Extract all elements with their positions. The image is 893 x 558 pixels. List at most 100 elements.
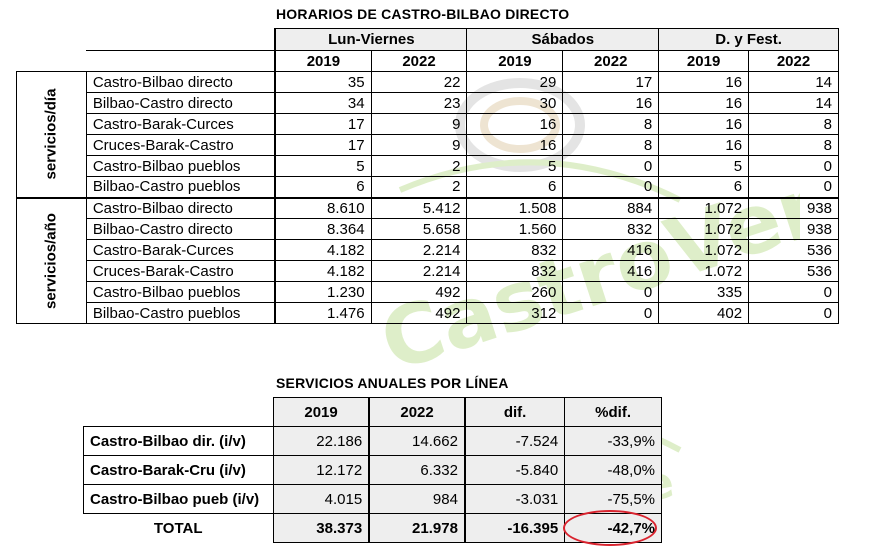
cell-value: 832 xyxy=(562,218,660,240)
cell-value: 492 xyxy=(370,302,468,324)
total-value: -16.395 xyxy=(464,513,566,543)
cell-value: 8 xyxy=(748,134,839,156)
route-name: Castro-Bilbao directo xyxy=(85,196,276,219)
cell-value: -48,0% xyxy=(564,455,662,485)
cell-value: 14 xyxy=(748,71,839,93)
route-name: Castro-Bilbao pueblos xyxy=(85,155,276,177)
cell-value: 9 xyxy=(370,113,468,135)
group-header: Lun-Viernes xyxy=(274,28,468,51)
section-label: servicios/año xyxy=(16,196,87,324)
table-row: Bilbao-Castro pueblos 1.476 492 312 0 402 0 xyxy=(17,302,839,324)
group-header: Sábados xyxy=(466,28,660,51)
cell-value: 312 xyxy=(466,302,564,324)
cell-value: 536 xyxy=(748,260,839,282)
cell-value: 2 xyxy=(370,155,468,177)
cell-value: 402 xyxy=(658,302,750,324)
schedule-table: Lun-Viernes Sábados D. y Fest. 2019 2022… xyxy=(16,28,839,324)
table-row: Cruces-Barak-Castro 17 9 16 8 16 8 xyxy=(17,134,839,156)
table-row: Castro-Barak-Curces 4.182 2.214 832 416 1.072… xyxy=(17,239,839,261)
route-name: Bilbao-Castro pueblos xyxy=(85,176,276,198)
cell-value: 9 xyxy=(370,134,468,156)
total-label: TOTAL xyxy=(153,519,203,537)
cell-value: 8 xyxy=(562,134,660,156)
annual-header-row: 2019 2022 dif. %dif. xyxy=(83,397,662,427)
cell-value: 29 xyxy=(466,71,564,93)
cell-value: 12.172 xyxy=(272,455,370,485)
cell-value: 30 xyxy=(466,92,564,114)
route-name: Bilbao-Castro directo xyxy=(85,92,276,114)
cell-value: -7.524 xyxy=(464,426,566,456)
cell-value: 4.015 xyxy=(272,484,370,514)
section-label: servicios/día xyxy=(16,71,87,198)
cell-value: 1.072 xyxy=(658,218,750,240)
cell-value: 832 xyxy=(466,260,564,282)
annual-services-title: SERVICIOS ANUALES POR LÍNEA xyxy=(276,375,509,391)
cell-value: 5 xyxy=(658,155,750,177)
line-name: Castro-Barak-Cru (i/v) xyxy=(83,455,274,485)
table-row: Bilbao-Castro pueblos 6 2 6 0 6 0 xyxy=(17,176,839,198)
cell-value: 335 xyxy=(658,281,750,303)
cell-value: 35 xyxy=(274,71,372,93)
cell-value: 6.332 xyxy=(368,455,466,485)
cell-value: -33,9% xyxy=(564,426,662,456)
year-header: 2022 xyxy=(562,50,660,72)
cell-value: 416 xyxy=(562,260,660,282)
route-name: Bilbao-Castro pueblos xyxy=(85,302,276,324)
cell-value: 1.072 xyxy=(658,239,750,261)
group-header-row: Lun-Viernes Sábados D. y Fest. xyxy=(17,28,839,51)
cell-value: 1.230 xyxy=(274,281,372,303)
cell-value: 14 xyxy=(748,92,839,114)
cell-value: 6 xyxy=(274,176,372,198)
cell-value: 17 xyxy=(274,113,372,135)
cell-value: 16 xyxy=(658,113,750,135)
section-label-text: servicios/día xyxy=(42,88,60,180)
table-row: Castro-Bilbao pueblos 5 2 5 0 5 0 xyxy=(17,155,839,177)
cell-value: 16 xyxy=(658,71,750,93)
cell-value: 1.072 xyxy=(658,196,750,219)
cell-value: 16 xyxy=(466,113,564,135)
route-name: Castro-Barak-Curces xyxy=(85,113,276,135)
cell-value: 22 xyxy=(370,71,468,93)
year-header-row: 2019 2022 2019 2022 2019 2022 xyxy=(17,50,839,72)
table-row: Castro-Barak-Curces 17 9 16 8 16 8 xyxy=(17,113,839,135)
route-name: Castro-Bilbao pueblos xyxy=(85,281,276,303)
cell-value: 832 xyxy=(466,239,564,261)
route-name: Bilbao-Castro directo xyxy=(85,218,276,240)
annual-header: dif. xyxy=(464,397,566,427)
route-name: Cruces-Barak-Castro xyxy=(85,260,276,282)
cell-value: 492 xyxy=(370,281,468,303)
cell-value: 938 xyxy=(748,218,839,240)
cell-value: 416 xyxy=(562,239,660,261)
table-row: Castro-Bilbao pueb (i/v) 4.015 984 -3.031 -7… xyxy=(83,484,662,514)
total-row: TOTAL 38.373 21.978 -16.395 -42,7% xyxy=(84,513,662,543)
table-row: Castro-Bilbao pueblos 1.230 492 260 0 335 0 xyxy=(17,281,839,303)
year-header: 2022 xyxy=(748,50,839,72)
cell-value: 8.364 xyxy=(274,218,372,240)
table-row: Castro-Barak-Cru (i/v) 12.172 6.332 -5.840-… xyxy=(83,455,662,485)
year-header: 2019 xyxy=(274,50,372,72)
line-name: Castro-Bilbao pueb (i/v) xyxy=(83,484,274,514)
cell-value: 1.508 xyxy=(466,196,564,219)
year-header: 2022 xyxy=(370,50,468,72)
cell-value: 0 xyxy=(748,302,839,324)
table-row: servicios/día Castro-Bilbao directo 35 22 29… xyxy=(16,71,839,198)
cell-value: 2.214 xyxy=(370,260,468,282)
cell-value: 22.186 xyxy=(272,426,370,456)
total-value: -42,7% xyxy=(564,513,662,543)
annual-header: 2019 xyxy=(272,397,370,427)
table-row: servicios/año Castro-Bilbao directo 8.610 5… xyxy=(16,196,839,324)
cell-value: 2 xyxy=(370,176,468,198)
group-header: D. y Fest. xyxy=(658,28,839,51)
table-row: Bilbao-Castro directo 8.364 5.658 1.560 832 1… xyxy=(17,218,839,240)
cell-value: 5 xyxy=(466,155,564,177)
cell-value: 14.662 xyxy=(368,426,466,456)
cell-value: 0 xyxy=(562,281,660,303)
table-row: Castro-Bilbao dir. (i/v) 22.186 14.662 -7.5… xyxy=(83,426,662,456)
route-name: Castro-Bilbao directo xyxy=(85,71,276,93)
cell-value: 884 xyxy=(562,196,660,219)
cell-value: 2.214 xyxy=(370,239,468,261)
cell-value: 6 xyxy=(658,176,750,198)
cell-value: 6 xyxy=(466,176,564,198)
cell-value: 0 xyxy=(748,155,839,177)
cell-value: 16 xyxy=(658,134,750,156)
